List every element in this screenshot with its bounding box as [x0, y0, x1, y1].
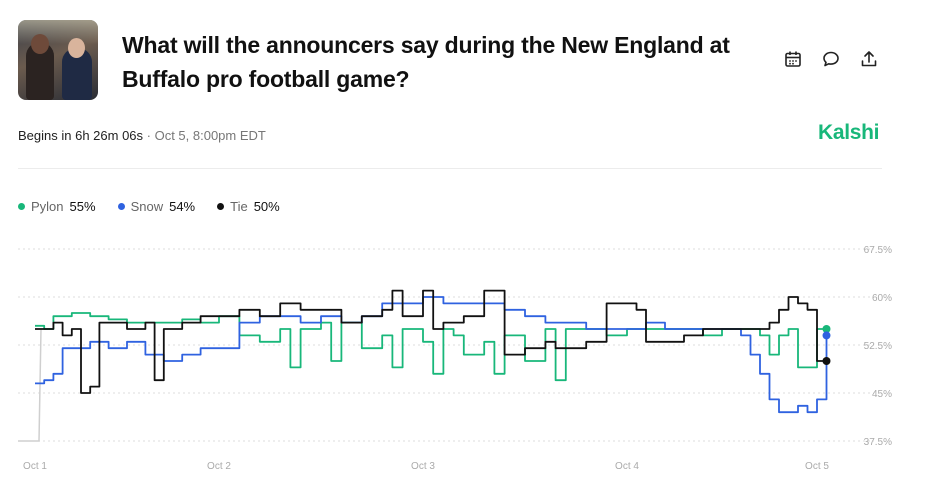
comment-icon: [823, 51, 839, 67]
share-button[interactable]: [858, 48, 880, 70]
price-chart[interactable]: 67.5% 60% 52.5% 45% 37.5% Oct 1 Oct 2 Oct 3 Oct …: [0, 230, 925, 481]
chart-legend: Pylon 55% Snow 54% Tie 50%: [18, 199, 280, 214]
x-tick-label: Oct 5: [805, 461, 829, 472]
series-line-pylon: [35, 312, 827, 382]
legend-dot-tie: [217, 203, 225, 210]
legend-dot-pylon: [18, 203, 25, 210]
legend-name: Tie: [230, 199, 248, 214]
series-end-point-tie: [822, 357, 831, 365]
y-tick-label: 37.5%: [864, 437, 892, 448]
series-end-point-pylon: [822, 325, 831, 333]
countdown: Begins in 6h 26m 06s: [18, 128, 144, 143]
legend-pct: 55%: [69, 199, 96, 214]
calendar-button[interactable]: [782, 48, 804, 70]
share-icon: [861, 51, 877, 67]
header-actions: [782, 48, 880, 70]
x-tick-label: Oct 3: [411, 461, 435, 472]
x-tick-label: Oct 4: [615, 461, 639, 472]
y-tick-label: 45%: [872, 389, 892, 400]
legend-name: Snow: [130, 199, 164, 214]
divider: [18, 168, 882, 169]
announcer-right-head: [68, 38, 85, 58]
stadium-lights: [18, 20, 98, 44]
legend-pct: 54%: [169, 199, 196, 214]
kalshi-logo[interactable]: Kalshi: [818, 121, 880, 144]
calendar-icon: [785, 51, 801, 67]
event-timing: Begins in 6h 26m 06s · Oct 5, 8:00pm EDT: [18, 128, 266, 143]
legend-pct: 50%: [253, 199, 280, 214]
comment-button[interactable]: [820, 48, 842, 70]
x-tick-label: Oct 1: [23, 461, 47, 472]
event-thumbnail: [18, 20, 98, 100]
event-date: · Oct 5, 8:00pm EDT: [143, 128, 266, 143]
pre-listing-line: [18, 328, 42, 442]
legend-item-tie[interactable]: Tie 50%: [217, 199, 280, 214]
legend-item-snow[interactable]: Snow 54%: [117, 199, 196, 214]
y-tick-label: 67.5%: [864, 245, 892, 256]
y-tick-label: 60%: [872, 293, 892, 304]
series-end-point-snow: [822, 331, 831, 340]
market-title: What will the announcers say during the …: [122, 32, 730, 92]
legend-item-pylon[interactable]: Pylon 55%: [18, 199, 96, 214]
y-tick-label: 52.5%: [864, 341, 892, 352]
announcer-left-head: [31, 34, 49, 54]
series-line-tie: [35, 289, 827, 394]
x-tick-label: Oct 2: [207, 461, 231, 472]
legend-dot-snow: [117, 203, 125, 210]
legend-name: Pylon: [31, 199, 64, 214]
